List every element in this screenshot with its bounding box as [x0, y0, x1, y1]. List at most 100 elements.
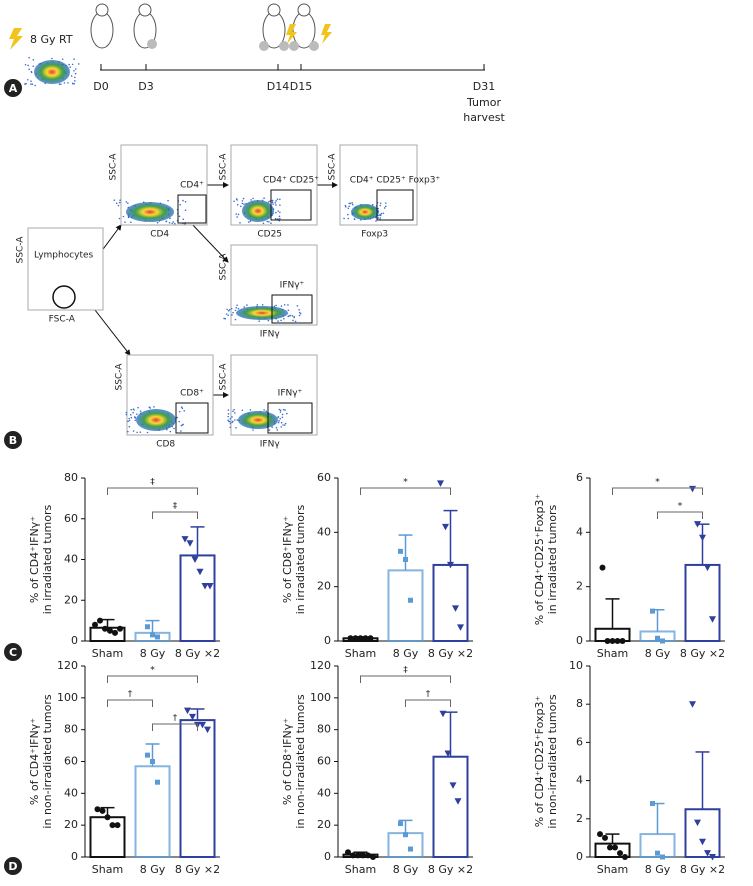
- data-point: [189, 713, 196, 721]
- bar: [179, 554, 216, 642]
- flow-event: [375, 220, 377, 222]
- flow-event: [233, 200, 235, 203]
- flow-event: [232, 410, 234, 413]
- flow-event: [230, 307, 233, 310]
- flow-event: [174, 222, 176, 225]
- bar: [432, 563, 469, 643]
- data-point: [650, 608, 655, 614]
- flow-event: [289, 314, 292, 317]
- flow-event: [275, 426, 278, 429]
- flow-density: [242, 200, 274, 222]
- flow-event: [299, 312, 302, 315]
- flow-event: [249, 409, 252, 411]
- significance-bracket: [360, 487, 451, 495]
- y-tick-label: 40: [64, 553, 78, 566]
- flow-event: [241, 409, 244, 412]
- flow-event: [348, 202, 351, 205]
- data-point: [206, 582, 214, 590]
- flow-event: [227, 413, 230, 415]
- data-point: [365, 852, 371, 859]
- flow-event: [353, 218, 356, 221]
- flow-event: [278, 420, 280, 422]
- flow-event: [63, 82, 66, 84]
- flow-event: [149, 407, 152, 409]
- data-point: [186, 540, 194, 547]
- flow-event: [231, 421, 233, 424]
- data-point: [370, 854, 376, 860]
- flow-x-label: CD8: [156, 440, 175, 450]
- y-tick-label: 0: [71, 850, 78, 863]
- flow-gate: [175, 402, 209, 434]
- flow-event: [275, 204, 277, 206]
- flow-gate-label: IFNγ⁺: [278, 389, 303, 399]
- flow-event: [180, 430, 182, 432]
- flow-density: [126, 202, 174, 222]
- flow-event: [122, 215, 125, 218]
- flow-event: [134, 416, 136, 419]
- flow-event: [252, 197, 254, 200]
- flow-event: [378, 214, 381, 216]
- data-point: [350, 852, 356, 859]
- flow-event: [227, 409, 230, 411]
- flow-event: [272, 203, 274, 205]
- x-tick-label: Sham: [597, 647, 628, 660]
- flow-event: [237, 213, 240, 216]
- x-tick-label: 8 Gy: [393, 863, 419, 876]
- x-tick-label: 8 Gy: [140, 647, 166, 660]
- flow-event: [127, 216, 130, 219]
- y-axis-label: in irradiated tumors: [546, 504, 559, 614]
- flow-gate: [270, 189, 312, 221]
- timeline-day: D3: [138, 80, 153, 93]
- significance-bracket: [360, 675, 451, 683]
- flow-event: [271, 199, 274, 202]
- y-tick-label: 100: [310, 691, 331, 704]
- flow-event: [136, 413, 138, 415]
- flow-event: [234, 412, 236, 414]
- flow-event: [277, 416, 280, 418]
- flow-gate-label: Lymphocytes: [34, 251, 94, 261]
- data-point: [398, 548, 403, 554]
- flow-density: [351, 204, 379, 220]
- flow-event: [235, 306, 238, 309]
- flow-event: [383, 207, 386, 209]
- flow-event: [229, 420, 231, 423]
- flow-event: [283, 317, 285, 320]
- data-point: [150, 632, 155, 638]
- flow-event: [279, 211, 281, 214]
- y-tick-label: 0: [324, 850, 331, 863]
- flow-event: [136, 431, 138, 434]
- y-tick-label: 2: [576, 812, 583, 825]
- flow-event: [351, 203, 354, 206]
- gate-label-bg: [31, 248, 99, 262]
- flow-event: [347, 217, 349, 220]
- flow-event: [24, 63, 27, 66]
- flow-y-label: SSC-A: [328, 153, 338, 181]
- y-tick-label: 4: [576, 525, 583, 538]
- flow-event: [178, 410, 181, 413]
- significance-bracket: [405, 699, 451, 707]
- panel-badge: [4, 643, 22, 661]
- flow-event: [73, 58, 75, 60]
- panel-badge: [4, 857, 22, 875]
- data-point: [352, 635, 359, 642]
- flow-event: [292, 319, 294, 322]
- flow-event: [343, 217, 345, 220]
- flow-event: [247, 221, 250, 223]
- x-tick-label: Sham: [345, 863, 376, 876]
- x-tick-label: 8 Gy ×2: [175, 647, 220, 660]
- y-tick-label: 120: [57, 659, 78, 672]
- data-point: [199, 721, 206, 729]
- flow-event: [181, 424, 184, 426]
- flow-y-label: SSC-A: [16, 236, 26, 264]
- flow-event: [280, 421, 283, 424]
- flow-event: [261, 304, 264, 306]
- flow-gate-label: CD4⁺ CD25⁺ Foxp3⁺: [350, 176, 441, 186]
- data-point: [694, 819, 701, 827]
- data-point: [660, 638, 665, 644]
- flow-event: [270, 222, 272, 224]
- significance-label: †: [128, 690, 133, 700]
- flow-event: [236, 216, 238, 218]
- bar: [134, 765, 171, 859]
- y-axis-label: % of CD4⁺CD25⁺Foxp3⁺: [533, 494, 546, 626]
- flow-event: [239, 222, 241, 224]
